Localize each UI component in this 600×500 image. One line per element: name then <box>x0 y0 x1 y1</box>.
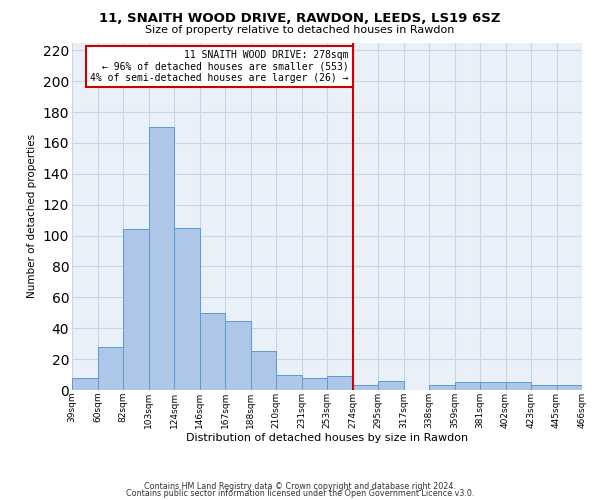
Bar <box>557 386 582 390</box>
Y-axis label: Number of detached properties: Number of detached properties <box>27 134 37 298</box>
Bar <box>378 380 404 390</box>
Bar <box>97 347 123 390</box>
Bar <box>302 378 327 390</box>
Text: 11 SNAITH WOOD DRIVE: 278sqm
← 96% of detached houses are smaller (553)
4% of se: 11 SNAITH WOOD DRIVE: 278sqm ← 96% of de… <box>90 50 349 84</box>
Bar <box>429 386 455 390</box>
Bar <box>199 313 225 390</box>
Bar <box>149 128 174 390</box>
Text: Size of property relative to detached houses in Rawdon: Size of property relative to detached ho… <box>145 25 455 35</box>
Bar <box>251 352 276 390</box>
X-axis label: Distribution of detached houses by size in Rawdon: Distribution of detached houses by size … <box>186 434 468 444</box>
Bar <box>505 382 531 390</box>
Bar <box>455 382 480 390</box>
Text: 11, SNAITH WOOD DRIVE, RAWDON, LEEDS, LS19 6SZ: 11, SNAITH WOOD DRIVE, RAWDON, LEEDS, LS… <box>99 12 501 26</box>
Bar <box>276 374 302 390</box>
Bar <box>225 320 251 390</box>
Bar <box>174 228 199 390</box>
Bar <box>327 376 353 390</box>
Text: Contains public sector information licensed under the Open Government Licence v3: Contains public sector information licen… <box>126 490 474 498</box>
Bar <box>72 378 97 390</box>
Bar <box>353 386 378 390</box>
Bar <box>531 386 557 390</box>
Bar <box>480 382 505 390</box>
Bar <box>123 230 149 390</box>
Text: Contains HM Land Registry data © Crown copyright and database right 2024.: Contains HM Land Registry data © Crown c… <box>144 482 456 491</box>
